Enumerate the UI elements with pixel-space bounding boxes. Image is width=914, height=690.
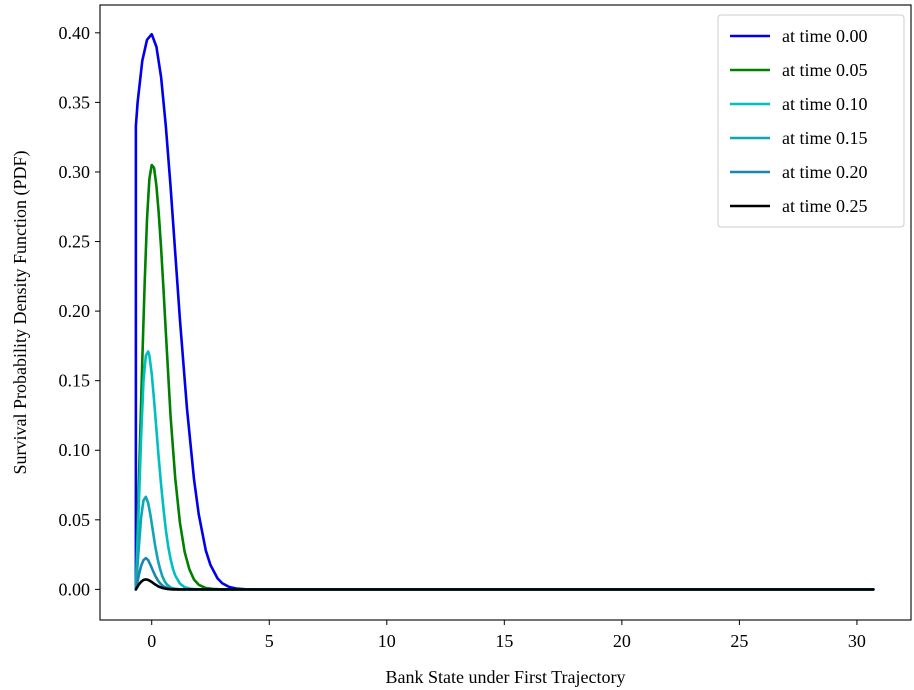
legend-label-1: at time 0.05: [782, 60, 867, 80]
y-axis-ticks: 0.00 0.05 0.10 0.15 0.20 0.25 0.30 0.35 0.40: [59, 23, 100, 599]
series-line-5: [134, 578, 875, 591]
x-axis-ticks: 0 5 10 15 20 25 30: [147, 620, 866, 651]
x-tick-label: 0: [147, 631, 156, 651]
y-tick-label: 0.25: [59, 232, 91, 252]
series-line-1: [134, 163, 875, 591]
x-tick-label: 30: [848, 631, 866, 651]
y-tick-label: 0.05: [59, 510, 91, 530]
series-layer: [134, 32, 875, 591]
legend-label-5: at time 0.25: [782, 196, 867, 216]
x-tick-label: 25: [730, 631, 748, 651]
legend-label-4: at time 0.20: [782, 162, 867, 182]
y-tick-label: 0.10: [59, 440, 91, 460]
y-tick-label: 0.35: [59, 92, 91, 112]
y-tick-label: 0.30: [59, 162, 91, 182]
series-line-2: [134, 350, 875, 591]
x-axis-label: Bank State under First Trajectory: [386, 667, 626, 687]
legend-label-2: at time 0.10: [782, 94, 867, 114]
y-tick-label: 0.15: [59, 371, 91, 391]
legend-label-0: at time 0.00: [782, 26, 867, 46]
y-tick-label: 0.20: [59, 301, 91, 321]
x-tick-label: 20: [613, 631, 631, 651]
legend-box: [717, 14, 905, 228]
x-tick-label: 5: [265, 631, 274, 651]
legend: at time 0.00 at time 0.05 at time 0.10 at t…: [717, 14, 905, 228]
y-axis-label: Survival Probability Density Function (P…: [10, 150, 31, 474]
y-tick-label: 0.40: [59, 23, 91, 43]
legend-label-3: at time 0.15: [782, 128, 867, 148]
x-tick-label: 15: [495, 631, 513, 651]
x-tick-label: 10: [378, 631, 396, 651]
y-tick-label: 0.00: [59, 579, 91, 599]
series-line-0: [134, 32, 875, 591]
